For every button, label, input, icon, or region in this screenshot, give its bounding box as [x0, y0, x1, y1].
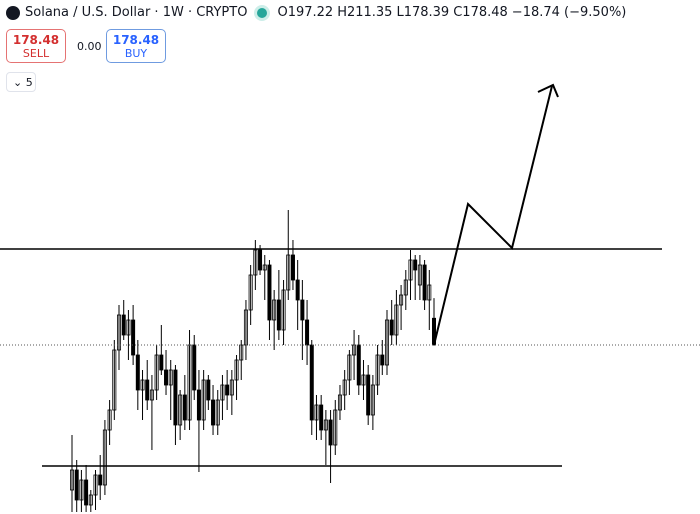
arrow-head [537, 83, 559, 98]
sell-price: 178.48 [12, 33, 60, 47]
change: −18.74 (−9.50%) [511, 5, 627, 20]
ohlc-c: 178.48 [462, 5, 508, 20]
ohlc-c-key: C [453, 5, 463, 20]
ohlc-o: 197.22 [287, 5, 334, 20]
projection-arrow [433, 85, 553, 346]
ohlc-l-key: L [396, 5, 404, 20]
header: Solana / U.S. Dollar · 1W · CRYPTO O 197.… [6, 5, 626, 20]
buy-price: 178.48 [112, 33, 160, 47]
ohlc-o-key: O [277, 5, 288, 20]
buy-button[interactable]: 178.48 BUY [106, 29, 166, 63]
buy-label: BUY [124, 47, 148, 60]
symbol-logo [6, 5, 20, 20]
spread: 0.00 [77, 40, 102, 53]
sell-label: SELL [22, 47, 50, 60]
market-status [257, 7, 268, 18]
ohlc-h-key: H [337, 5, 347, 20]
indicator-count: 5 [25, 76, 33, 89]
sell-button[interactable]: 178.48 SELL [6, 29, 66, 63]
ohlc-h: 211.35 [346, 5, 393, 20]
indicators-toggle[interactable]: ⌄ 5 [6, 72, 36, 92]
symbol[interactable]: Solana / U.S. Dollar · 1W · CRYPTO [25, 5, 248, 20]
ohlc-l: 178.39 [403, 5, 450, 20]
